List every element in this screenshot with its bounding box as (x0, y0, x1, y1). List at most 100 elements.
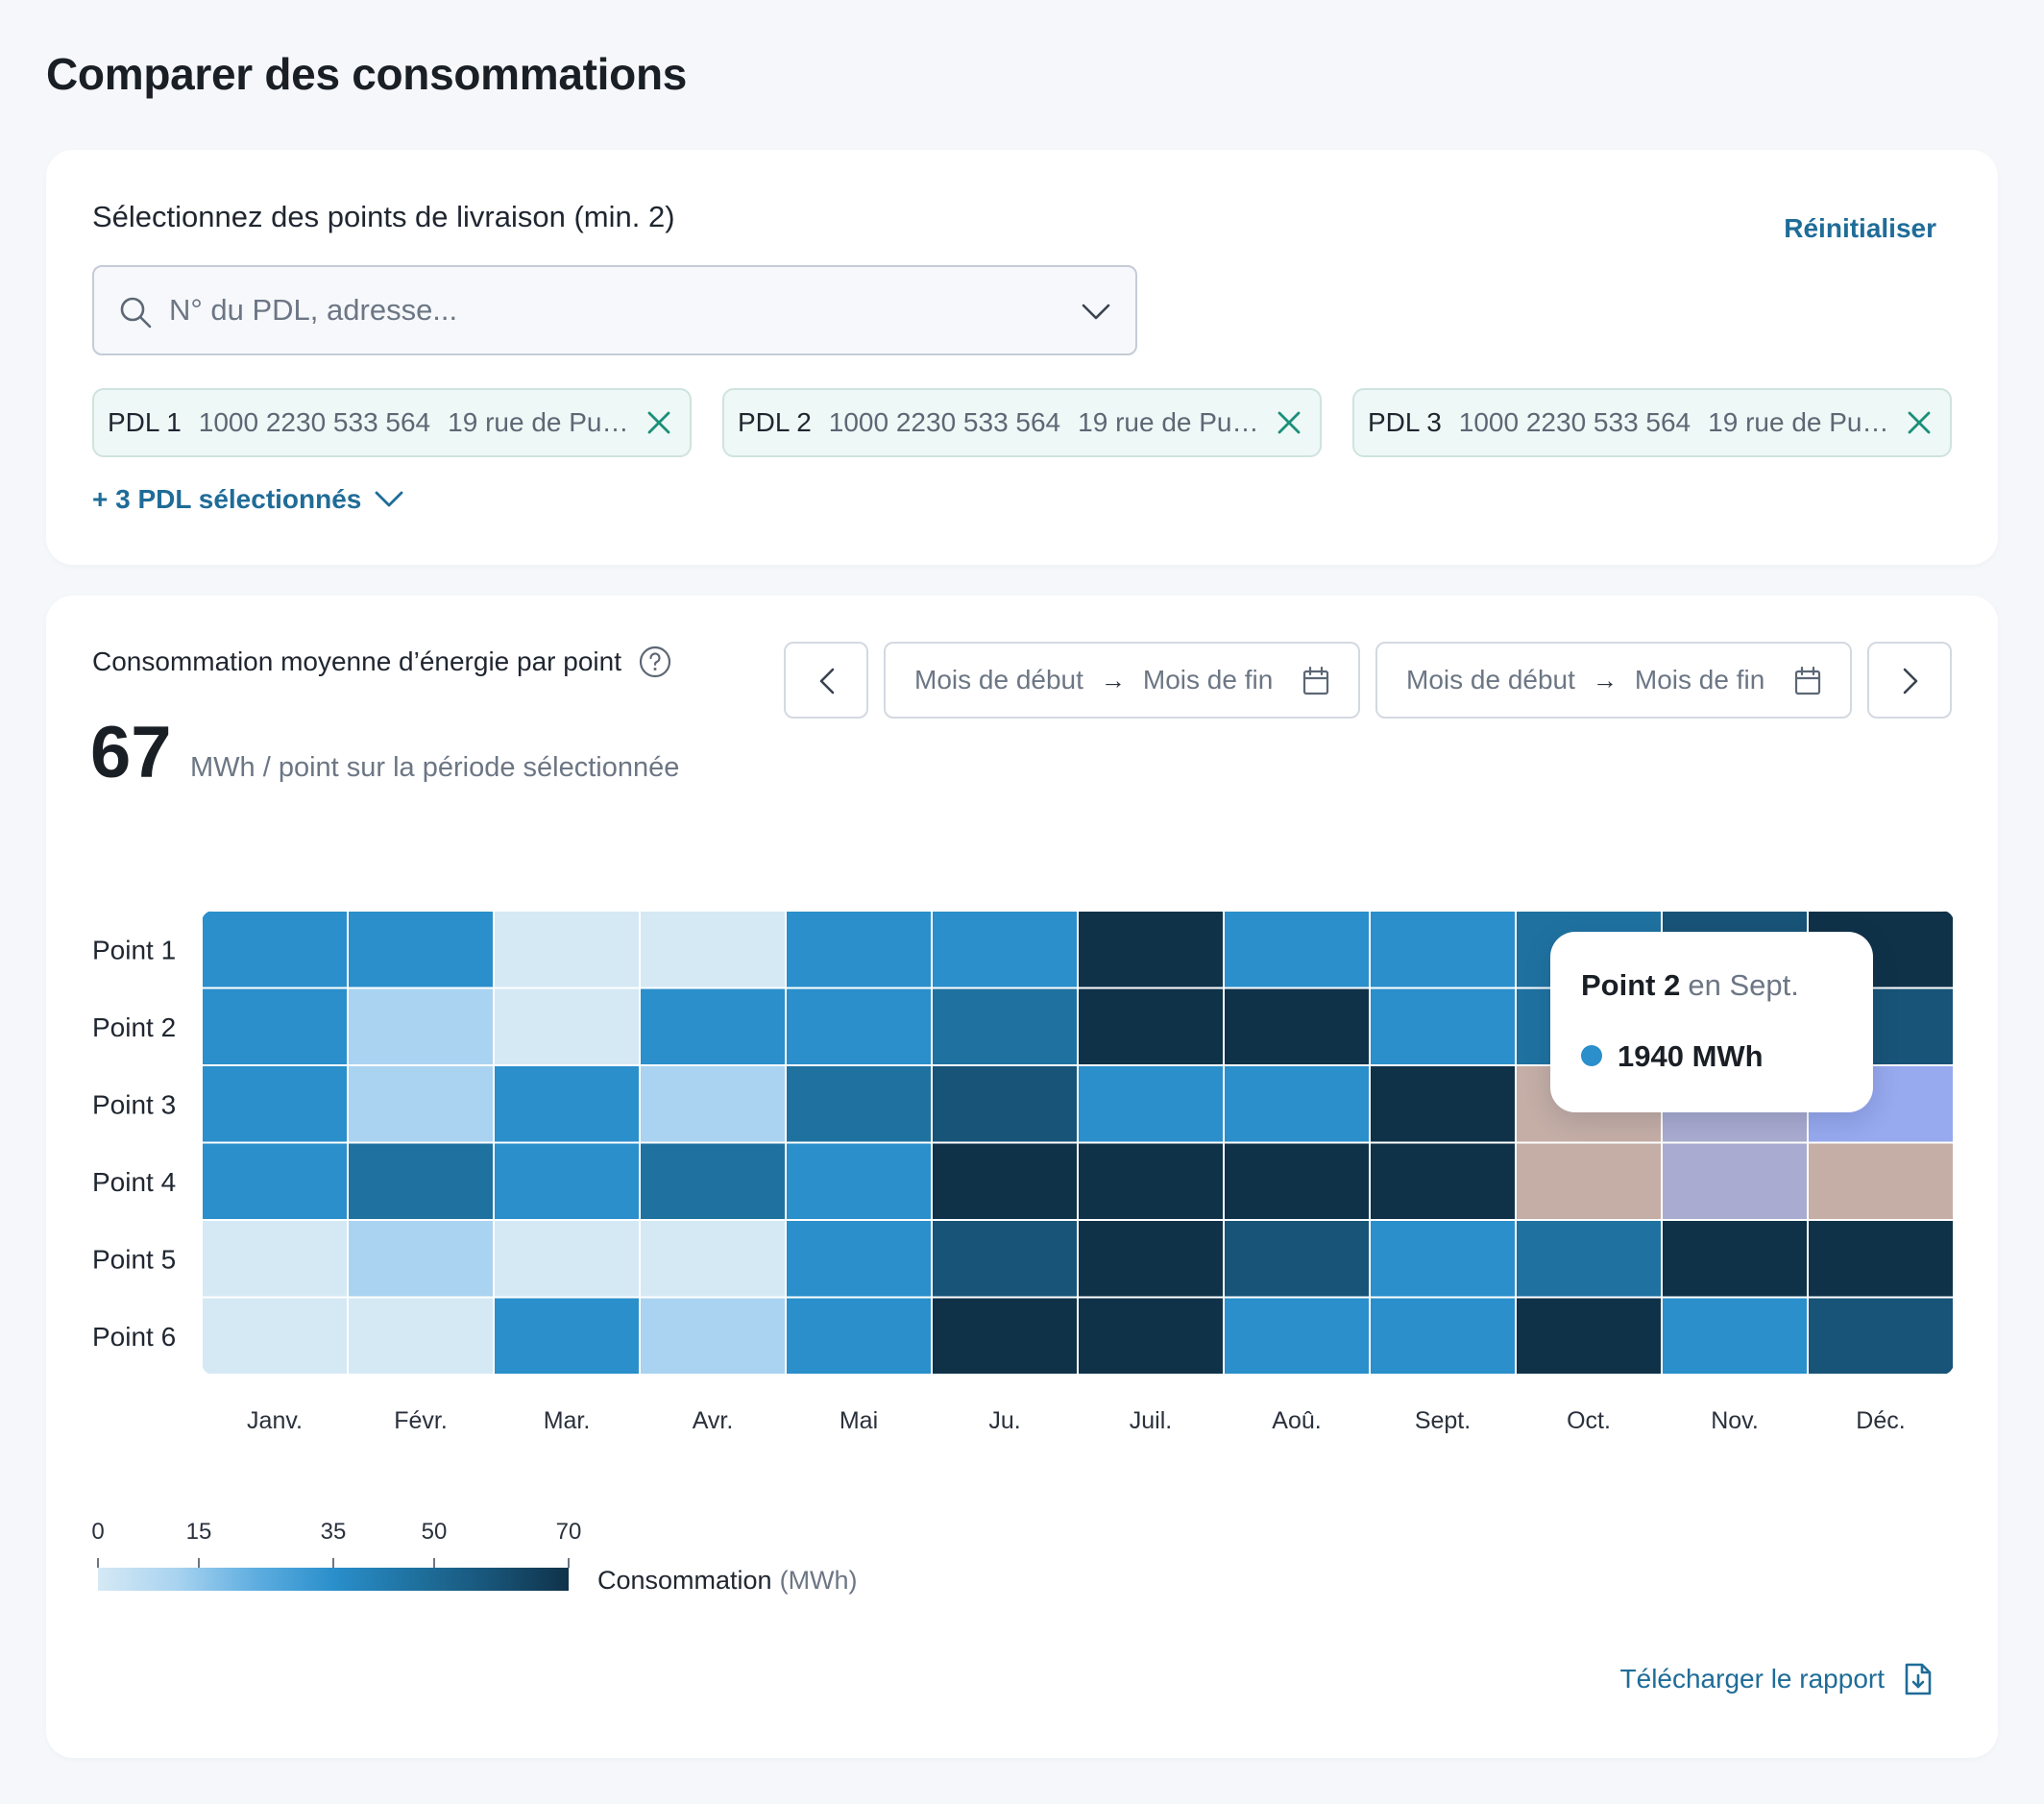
close-icon[interactable] (645, 409, 672, 436)
heatmap-cell[interactable] (1807, 1141, 1954, 1221)
heatmap-cell[interactable] (931, 911, 1079, 989)
heatmap-cell[interactable] (1515, 1141, 1663, 1221)
heatmap-cell[interactable] (493, 911, 641, 989)
period-range-1[interactable]: Mois de début → Mois de fin (884, 642, 1360, 719)
pdl-chip: PDL 2 1000 2230 533 564 19 rue de Pu… (722, 388, 1322, 457)
heatmap-cell[interactable] (347, 1219, 495, 1299)
page-title: Comparer des consommations (46, 49, 688, 99)
range-arrow: → (1592, 665, 1618, 695)
next-period-button[interactable] (1867, 642, 1952, 719)
row-label: Point 4 (92, 1167, 176, 1197)
heatmap-cell[interactable] (1223, 1219, 1371, 1299)
heatmap-cell[interactable] (1077, 1219, 1225, 1299)
heatmap-cell[interactable] (347, 1141, 495, 1221)
period-range-2[interactable]: Mois de début → Mois de fin (1375, 642, 1852, 719)
heatmap-cell[interactable] (639, 987, 787, 1066)
heatmap-cell[interactable] (202, 1296, 349, 1376)
heatmap-cell[interactable] (493, 1064, 641, 1144)
heatmap-cell[interactable] (347, 987, 495, 1066)
heatmap-cell[interactable] (1077, 1141, 1225, 1221)
heatmap-cell[interactable] (493, 1219, 641, 1299)
heatmap-cell[interactable] (1223, 1141, 1371, 1221)
range-arrow: → (1100, 665, 1126, 695)
heatmap-cell[interactable] (639, 1296, 787, 1376)
range-end: Mois de fin (1634, 665, 1765, 695)
heatmap-cell[interactable] (785, 1064, 933, 1144)
row-label: Point 1 (92, 935, 176, 964)
heatmap-cell[interactable] (1077, 1064, 1225, 1144)
pdl-search-combobox[interactable] (92, 265, 1137, 355)
metric-value: 67 (90, 712, 172, 793)
heatmap-cell[interactable] (785, 1141, 933, 1221)
help-icon[interactable] (639, 646, 671, 678)
heatmap-cell[interactable] (785, 987, 933, 1066)
tooltip-dot (1581, 1045, 1602, 1066)
heatmap-cell[interactable] (1077, 987, 1225, 1066)
heatmap-cell[interactable] (639, 1064, 787, 1144)
legend-color-scale (98, 1568, 569, 1591)
heatmap-cell[interactable] (202, 1219, 349, 1299)
search-input[interactable] (169, 267, 1034, 353)
close-icon[interactable] (1906, 409, 1933, 436)
heatmap-cell[interactable] (202, 911, 349, 989)
calendar-icon (1794, 667, 1821, 695)
previous-period-button[interactable] (784, 642, 868, 719)
legend-tick-label: 35 (321, 1519, 347, 1545)
heatmap-cell[interactable] (931, 1296, 1079, 1376)
heatmap-cell[interactable] (931, 987, 1079, 1066)
metric-label: Consommation moyenne d’énergie par point (92, 646, 671, 678)
heatmap-cell[interactable] (1807, 1296, 1954, 1376)
heatmap-cell[interactable] (1077, 1296, 1225, 1376)
chevron-down-icon (375, 491, 403, 507)
heatmap-cell[interactable] (1369, 1064, 1517, 1144)
heatmap-cell[interactable] (1369, 987, 1517, 1066)
column-label: Aoû. (1272, 1407, 1321, 1434)
more-pdl-toggle[interactable]: + 3 PDL sélectionnés (92, 484, 403, 515)
heatmap-cell[interactable] (493, 1296, 641, 1376)
heatmap-cell[interactable] (347, 1296, 495, 1376)
heatmap-cell[interactable] (1515, 1219, 1663, 1299)
metric-unit: MWh / point sur la période sélectionnée (190, 752, 680, 783)
heatmap-cell[interactable] (1661, 1219, 1809, 1299)
reset-button[interactable]: Réinitialiser (1784, 213, 1936, 243)
consumption-heatmap: Point 1 Point 2 Point 3 Point 4 Point 5 Point… (91, 911, 1954, 1595)
heatmap-cell[interactable] (493, 987, 641, 1066)
heatmap-cell[interactable] (931, 1219, 1079, 1299)
heatmap-cell[interactable] (1369, 1219, 1517, 1299)
selection-label: Sélectionnez des points de livraison (mi… (92, 200, 675, 233)
heatmap-cell[interactable] (785, 911, 933, 989)
heatmap-cell[interactable] (639, 911, 787, 989)
heatmap-cell[interactable] (1515, 1296, 1663, 1376)
heatmap-cell[interactable] (1223, 911, 1371, 989)
heatmap-cell[interactable] (347, 1064, 495, 1144)
heatmap-cell[interactable] (1369, 1296, 1517, 1376)
heatmap-cell[interactable] (347, 911, 495, 989)
heatmap-cell[interactable] (1807, 1219, 1954, 1299)
column-label: Déc. (1856, 1407, 1905, 1434)
heatmap-cell[interactable] (1223, 1064, 1371, 1144)
download-report-button[interactable]: Télécharger le rapport (1620, 1662, 1933, 1696)
metric-label-text: Consommation moyenne d’énergie par point (92, 646, 621, 676)
heatmap-cell[interactable] (202, 1141, 349, 1221)
heatmap-cell[interactable] (1077, 911, 1225, 989)
heatmap-cell[interactable] (639, 1219, 787, 1299)
chevron-down-icon[interactable] (1082, 300, 1110, 323)
heatmap-cell[interactable] (931, 1141, 1079, 1221)
heatmap-cell[interactable] (785, 1219, 933, 1299)
heatmap-cell[interactable] (202, 1064, 349, 1144)
heatmap-cell[interactable] (1369, 1141, 1517, 1221)
heatmap-cell[interactable] (1369, 911, 1517, 989)
heatmap-cell[interactable] (1661, 1296, 1809, 1376)
heatmap-cell[interactable] (493, 1141, 641, 1221)
chip-number: 1000 2230 533 564 (198, 407, 431, 437)
heatmap-cell[interactable] (931, 1064, 1079, 1144)
heatmap-cell[interactable] (202, 987, 349, 1066)
heatmap-cell[interactable] (1223, 1296, 1371, 1376)
close-icon[interactable] (1276, 409, 1302, 436)
chip-address: 19 rue de Pu… (448, 407, 629, 437)
heatmap-cell[interactable] (639, 1141, 787, 1221)
heatmap-cell[interactable] (1661, 1141, 1809, 1221)
column-label: Oct. (1567, 1407, 1611, 1434)
heatmap-cell[interactable] (785, 1296, 933, 1376)
heatmap-cell[interactable] (1223, 987, 1371, 1066)
